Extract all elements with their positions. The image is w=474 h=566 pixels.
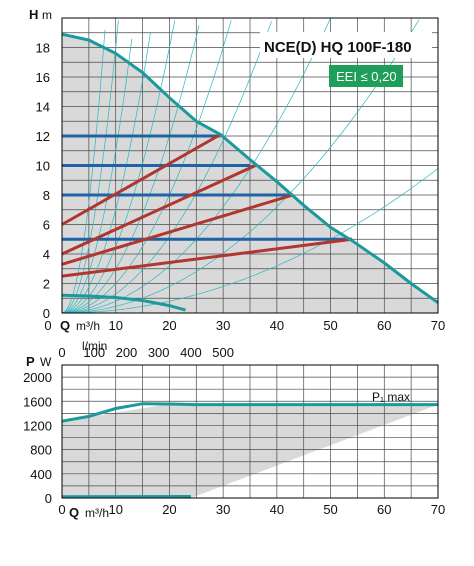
y-tick-label: 14 — [36, 100, 50, 115]
y-tick-label: 1200 — [23, 418, 52, 433]
x-tick-label: 70 — [431, 318, 445, 333]
x-tick-label: 30 — [216, 502, 230, 517]
head-axis-unit: m — [42, 8, 52, 22]
min-speed-curve — [61, 293, 186, 312]
x-tick-label: 0 — [58, 502, 65, 517]
x2-tick-label: 200 — [116, 345, 138, 360]
title-background — [260, 32, 432, 58]
eei-badge-label: EEI ≤ 0,20 — [336, 69, 397, 84]
y-tick-label: 2000 — [23, 370, 52, 385]
x2-tick-label: 300 — [148, 345, 170, 360]
y-tick-label: 16 — [36, 70, 50, 85]
x-tick-label: 30 — [216, 318, 230, 333]
system-curve — [61, 38, 133, 314]
x-tick-label: 40 — [270, 318, 284, 333]
x-tick-label: 60 — [377, 502, 391, 517]
y-tick-label: 4 — [43, 247, 50, 262]
y-tick-label: 10 — [36, 159, 50, 174]
x2-tick-label: 0 — [58, 345, 65, 360]
y-tick-label: 0 — [43, 306, 50, 321]
proportional-pressure-line — [61, 164, 257, 256]
proportional-pressure-line — [61, 237, 353, 278]
power-flow-axis-symbol: Q — [69, 505, 79, 520]
proportional-pressure-line — [61, 193, 294, 266]
x-tick-label: 50 — [323, 502, 337, 517]
y-tick-label: 400 — [30, 467, 52, 482]
y-tick-label: 1600 — [23, 394, 52, 409]
x-tick-label: 10 — [108, 502, 122, 517]
power-flow-axis-unit: m³/h — [85, 506, 109, 520]
power-axis-unit: W — [40, 355, 52, 369]
flow-axis-unit: m³/h — [76, 319, 100, 333]
x-tick-label: 20 — [162, 502, 176, 517]
eei-badge — [329, 65, 403, 87]
x-tick-label: 70 — [431, 502, 445, 517]
x2-tick-label: 400 — [180, 345, 202, 360]
power-plot: 0 400 800 1200 1600 2000 10 20 30 40 50 60 70 0 — [23, 364, 445, 517]
p1-max-annotation: P₁ max — [372, 390, 410, 404]
x-tick-label: 20 — [162, 318, 176, 333]
head-plot-frame — [61, 17, 439, 314]
x-tick-label: 0 — [44, 318, 51, 333]
y-tick-label: 18 — [36, 41, 50, 56]
flow-axis-symbol: Q — [60, 318, 70, 333]
x-tick-label: 50 — [323, 318, 337, 333]
power-axis-symbol: P — [26, 354, 35, 369]
x-tick-label: 60 — [377, 318, 391, 333]
power-plot-frame — [61, 364, 439, 499]
y-tick-label: 6 — [43, 218, 50, 233]
y-tick-label: 2 — [43, 277, 50, 292]
max-speed-curve — [61, 32, 439, 304]
flow-axis-unit-lmin: l/min — [82, 339, 107, 353]
x2-tick-label: 100 — [83, 345, 105, 360]
system-curve — [62, 168, 439, 314]
power-max-curve — [61, 402, 438, 423]
head-axis-symbol: H — [29, 7, 38, 22]
x-tick-label: 40 — [270, 502, 284, 517]
proportional-pressure-line — [61, 133, 222, 226]
y-tick-label: 800 — [30, 443, 52, 458]
x-tick-label: 10 — [108, 318, 122, 333]
y-tick-label: 0 — [45, 491, 52, 506]
x2-tick-label: 500 — [212, 345, 234, 360]
y-tick-label: 12 — [36, 129, 50, 144]
system-curve — [61, 31, 151, 314]
system-curve — [61, 25, 200, 314]
y-tick-label: 8 — [43, 188, 50, 203]
chart-title: NCE(D) HQ 100F-180 — [264, 39, 412, 56]
system-curve — [61, 29, 106, 314]
